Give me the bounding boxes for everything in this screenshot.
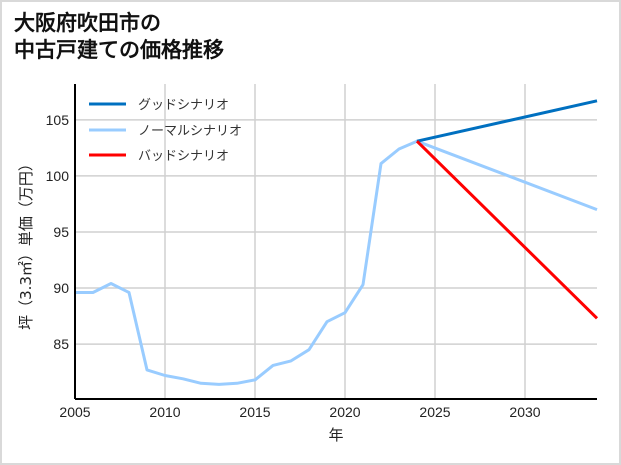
y-tick-label: 85 (53, 336, 69, 352)
legend-label-good: グッドシナリオ (138, 98, 229, 113)
x-tick-label: 2020 (329, 404, 360, 420)
legend: グッドシナリオ ノーマルシナリオ バッドシナリオ (89, 98, 242, 164)
legend-label-bad: バッドシナリオ (138, 149, 229, 164)
x-tick-label: 2015 (239, 404, 270, 420)
legend-label-normal: ノーマルシナリオ (138, 124, 242, 139)
series-line-good (416, 99, 598, 143)
axes: 2005 2010 2015 2020 2025 2030 85 90 95 100 105 (46, 84, 597, 420)
x-tick-label: 2025 (419, 404, 450, 420)
x-tick-label: 2030 (509, 404, 540, 420)
y-tick-label: 90 (53, 280, 69, 296)
chart-title: 大阪府吹田市の 中古戸建ての価格推移 (14, 10, 224, 64)
y-tick-label: 105 (46, 112, 70, 128)
x-tick-label: 2010 (149, 404, 180, 420)
x-tick-label: 2005 (59, 404, 90, 420)
y-tick-label: 95 (53, 224, 69, 240)
series-lines (75, 99, 599, 386)
y-tick-label: 100 (46, 168, 70, 184)
series-line-normal (75, 139, 598, 386)
title-line-2: 中古戸建ての価格推移 (14, 38, 224, 62)
x-axis-label: 年 (328, 426, 343, 444)
y-axis-label: 坪（3.3㎡）単価（万円） (17, 156, 35, 330)
series-line-bad (415, 140, 599, 320)
title-line-1: 大阪府吹田市の (14, 11, 161, 35)
